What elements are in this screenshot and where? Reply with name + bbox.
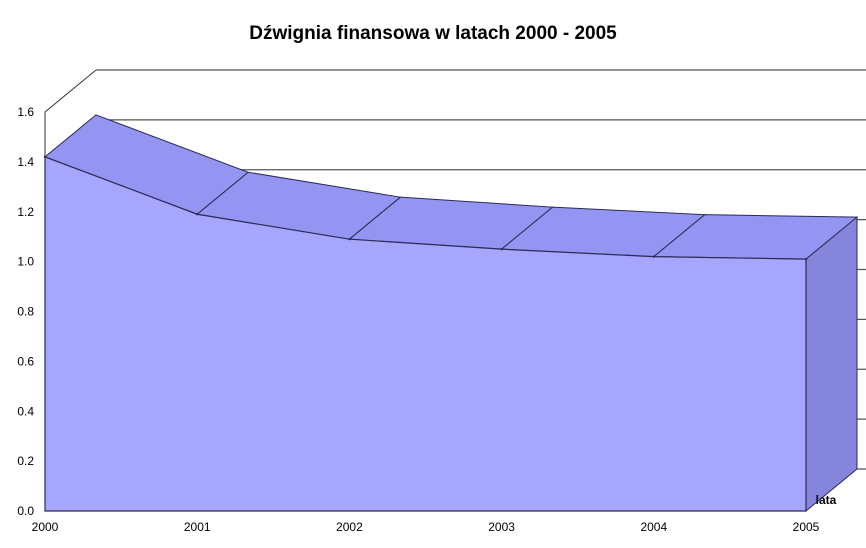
y-tick-label: 0.4 [17, 404, 34, 418]
data-point [43, 155, 47, 159]
x-tick-label: 2003 [488, 520, 515, 534]
y-tick-label: 1.0 [17, 255, 34, 269]
y-tick-label: 0.8 [17, 305, 34, 319]
data-point [652, 255, 655, 258]
y-tick-label: 1.2 [17, 205, 34, 219]
area-side-face [805, 216, 858, 513]
data-point [804, 257, 808, 261]
y-tick-label: 0.6 [17, 354, 34, 368]
wall-edge [44, 69, 97, 113]
x-tick-label: 2002 [336, 520, 363, 534]
data-point [500, 247, 503, 251]
y-tick-label: 1.4 [17, 155, 34, 169]
y-tick-label: 0.0 [17, 504, 34, 518]
y-axis-ticks: 0.0 0.2 0.4 0.6 0.8 1.0 1.2 1.4 1.6 [17, 105, 34, 518]
x-axis-label: lata [816, 493, 837, 507]
y-tick-label: 1.6 [17, 105, 34, 119]
data-point [196, 213, 199, 216]
x-tick-label: 2004 [640, 520, 667, 534]
x-tick-label: 2000 [32, 520, 59, 534]
area-series [43, 114, 859, 513]
data-point [348, 237, 351, 241]
chart-title: Dźwignia finansowa w latach 2000 - 2005 [249, 23, 617, 44]
x-axis-ticks: 2000 2001 2002 2003 2004 2005 [32, 520, 820, 534]
x-tick-label: 2001 [184, 520, 211, 534]
x-tick-label: 2005 [793, 520, 820, 534]
y-tick-label: 0.2 [17, 454, 34, 468]
